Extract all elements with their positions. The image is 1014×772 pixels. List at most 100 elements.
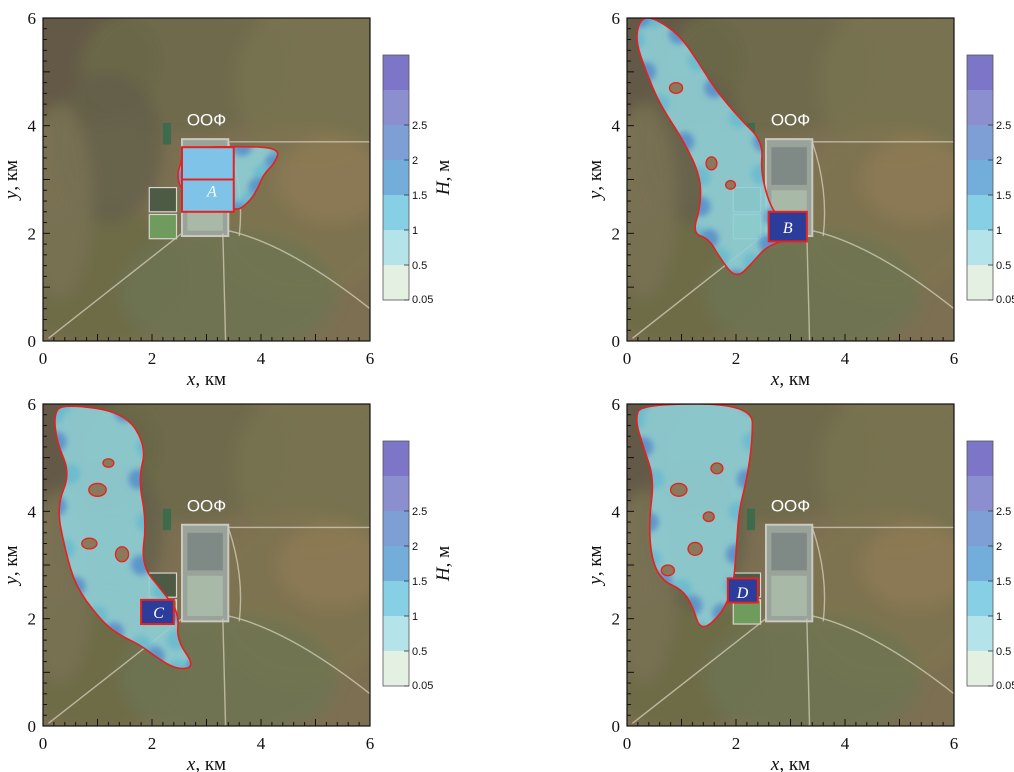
colorbar-band [967,160,993,195]
y-tick-label: 2 [612,610,621,629]
x-tick-label: 0 [623,349,632,368]
y-tick-label: 4 [28,502,37,521]
colorbar-band [383,230,409,265]
reservoir-D: D [726,577,759,604]
colorbar-band [383,441,409,476]
y-axis-label: y, км [1,545,22,586]
x-tick-label: 4 [841,734,850,753]
x-tick-label: 2 [148,734,157,753]
x-axis-label: x, км [186,369,226,390]
x-tick-label: 6 [366,734,375,753]
colorbar: 0.050.511.522.5H, м [966,440,1014,692]
y-axis-label: y, км [1,160,22,201]
axes: 0 2 4 6 0 2 4 6 x, км y, км [585,9,958,390]
y-tick-label: 4 [28,117,37,136]
colorbar-band [967,125,993,160]
colorbar-tick-label: 1.5 [996,190,1011,202]
colorbar-band [967,616,993,651]
y-tick-label: 2 [28,610,37,629]
facility-label: ООФ [771,496,810,515]
colorbar-tick-label: 2 [412,541,418,553]
y-tick-label: 0 [28,332,37,351]
colorbar-band [383,511,409,546]
reservoir-label: D [736,585,749,602]
x-tick-label: 4 [257,349,266,368]
colorbar-tick-label: 2.5 [412,120,427,132]
x-tick-label: 4 [257,734,266,753]
colorbar-tick-label: 2.5 [996,120,1011,132]
colorbar-band [967,581,993,616]
colorbar-band [967,195,993,230]
facility-label: ООФ [771,111,810,130]
colorbar-tick-label: 1 [996,225,1002,237]
colorbar-tick-label: 1.5 [996,576,1011,588]
colorbar-label: H, м [433,546,454,582]
colorbar-band [383,476,409,511]
colorbar-tick-label: 2 [996,155,1002,167]
colorbar-band [967,55,993,90]
x-axis-label: x, км [186,754,226,772]
satellite-basemap [43,404,370,726]
y-tick-label: 6 [612,9,621,28]
y-tick-label: 0 [28,717,37,736]
colorbar-band [383,546,409,581]
y-tick-label: 6 [28,9,37,28]
y-tick-label: 2 [28,224,37,243]
x-tick-label: 2 [148,349,157,368]
x-tick-label: 2 [732,734,741,753]
reservoir-label: C [153,605,164,622]
x-tick-label: 6 [366,349,375,368]
colorbar-band [383,55,409,90]
colorbar-band [383,265,409,300]
colorbar-tick-label: 1.5 [412,576,427,588]
y-tick-label: 6 [612,395,621,414]
colorbar-tick-label: 0.05 [412,294,433,306]
colorbar-tick-label: 0.05 [996,294,1014,306]
y-tick-label: 4 [612,502,621,521]
colorbar-band [383,581,409,616]
colorbar-tick-label: 1 [412,611,418,623]
colorbar-tick-label: 1 [412,225,418,237]
colorbar: 0.050.511.522.5H, м [382,54,454,306]
reservoir-C: C [140,598,175,626]
reservoir-A: A [180,146,235,213]
reservoir-B: B [767,210,808,243]
facility-label: ООФ [187,111,226,130]
y-tick-label: 4 [612,117,621,136]
axes: 0 2 4 6 0 2 4 6 x, км y, км [1,395,374,772]
colorbar: 0.050.511.522.5H, м [966,54,1014,306]
x-axis-label: x, км [770,754,810,772]
satellite-basemap [627,404,954,726]
x-axis-label: x, км [770,369,810,390]
colorbar-band [967,230,993,265]
colorbar-band [967,651,993,686]
colorbar-tick-label: 0.5 [412,260,427,272]
colorbar: 0.05 0.5 1 1.5 2 2.5 H, м [382,440,454,692]
colorbar-band [967,476,993,511]
x-tick-label: 0 [39,734,48,753]
colorbar-band [383,90,409,125]
colorbar-tick-label: 1.5 [412,190,427,202]
y-tick-label: 0 [612,332,621,351]
axes: 0 2 4 6 0 2 4 6 x, км y, км [1,9,374,390]
colorbar-tick-label: 0.5 [996,260,1011,272]
axes: 0 2 4 6 0 2 4 6 x, км y, км [585,395,958,772]
colorbar-tick-label: 0.05 [412,680,433,692]
colorbar-tick-label: 0.5 [412,646,427,658]
reservoir-label: B [783,220,793,237]
x-tick-label: 4 [841,349,850,368]
y-tick-label: 2 [612,224,621,243]
panel-top-left: A ООФ 0 2 4 6 0 2 4 6 x, км y, км 0.05 0.5 1 1.5 2 2.5 H, … [1,9,454,390]
y-tick-label: 6 [28,395,37,414]
colorbar-band [967,90,993,125]
x-tick-label: 0 [623,734,632,753]
colorbar-band [383,195,409,230]
colorbar-tick-label: 2.5 [996,506,1011,518]
colorbar-tick-label: 2.5 [412,506,427,518]
colorbar-tick-label: 2 [412,155,418,167]
colorbar-band [383,616,409,651]
panel-bottom-left: C ООФ 0 2 4 6 0 2 4 6 x, км y, км 0.05 0.5 1 1.5 2 2.5 H, … [1,395,454,772]
